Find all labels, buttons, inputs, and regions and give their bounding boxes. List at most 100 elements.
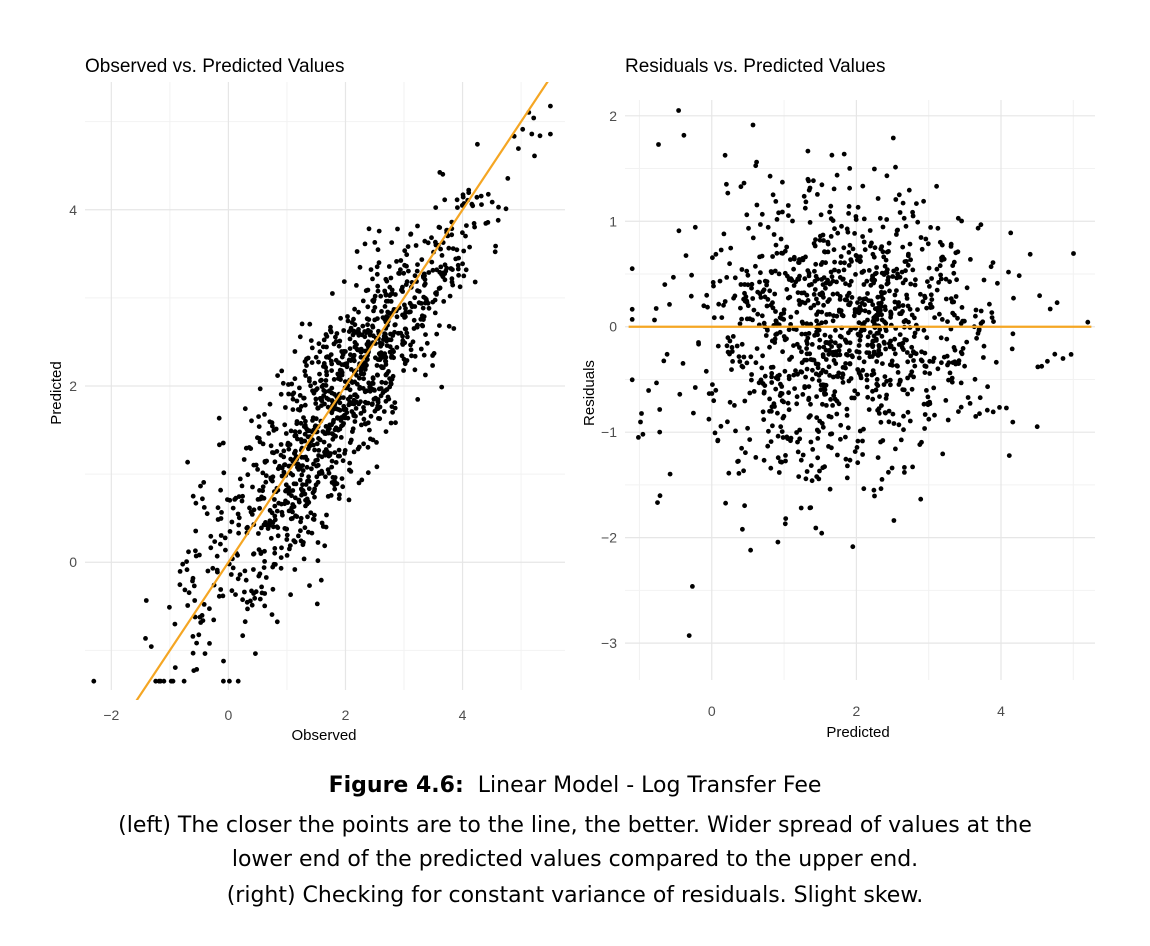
right-point	[911, 334, 917, 339]
right-point	[824, 312, 830, 317]
left-point	[292, 376, 298, 382]
right-point	[727, 261, 732, 267]
left-point	[338, 315, 343, 321]
right-point	[905, 359, 911, 365]
left-point	[366, 317, 372, 322]
left-point	[292, 349, 298, 354]
right-point	[765, 327, 770, 333]
left-point	[324, 512, 329, 518]
left-point	[365, 470, 371, 476]
left-point	[323, 389, 328, 395]
left-point	[398, 258, 404, 263]
left-point	[245, 472, 251, 478]
left-point	[329, 458, 335, 464]
right-point	[884, 249, 890, 255]
right-point	[864, 384, 870, 390]
right-point	[988, 264, 994, 270]
right-point	[893, 446, 898, 452]
right-point	[943, 296, 949, 302]
right-point	[769, 404, 775, 410]
right-point	[919, 439, 924, 445]
left-point	[200, 496, 205, 502]
right-point	[997, 405, 1002, 410]
left-point	[316, 359, 321, 365]
right-point	[925, 401, 930, 406]
left-point	[364, 341, 370, 347]
left-point	[230, 505, 236, 511]
left-point	[235, 678, 241, 684]
left-point	[286, 491, 292, 496]
right-point	[900, 244, 906, 250]
right-point	[945, 362, 950, 368]
left-point	[348, 352, 353, 358]
left-point	[294, 514, 300, 519]
right-point	[713, 387, 719, 393]
left-point	[329, 398, 335, 403]
left-point	[412, 295, 418, 301]
right-point	[821, 302, 826, 308]
right-point	[885, 277, 891, 283]
right-point	[782, 368, 788, 374]
left-point	[251, 567, 256, 572]
left-point	[318, 577, 324, 583]
left-point	[422, 282, 427, 288]
right-point	[962, 318, 967, 324]
right-point	[832, 259, 837, 265]
left-point	[249, 602, 255, 608]
left-point	[464, 223, 469, 229]
right-point	[881, 254, 887, 260]
right-point	[804, 469, 810, 474]
right-point	[788, 314, 794, 320]
right-point	[813, 525, 819, 531]
left-point	[489, 199, 495, 205]
right-point	[939, 255, 944, 261]
left-point	[286, 463, 292, 469]
right-point	[774, 217, 780, 222]
right-point	[749, 377, 754, 383]
right-point	[855, 331, 861, 337]
right-point	[843, 281, 848, 287]
right-point	[841, 267, 847, 273]
left-point	[313, 482, 319, 488]
right-point	[736, 471, 742, 476]
left-point	[292, 495, 298, 501]
right-point	[890, 362, 895, 368]
left-point	[210, 565, 216, 571]
left-point	[383, 398, 389, 404]
left-point	[393, 420, 398, 426]
left-point	[323, 474, 328, 480]
right-point	[798, 505, 804, 511]
right-point	[876, 411, 882, 416]
left-point	[221, 678, 226, 684]
left-point	[447, 293, 453, 299]
left-point	[430, 267, 436, 273]
right-point	[856, 343, 862, 348]
right-point	[1037, 293, 1042, 299]
left-point	[255, 467, 260, 472]
right-point	[860, 367, 866, 373]
left-point	[220, 593, 226, 599]
right-point	[740, 526, 745, 532]
left-point	[374, 464, 380, 470]
right-point	[741, 354, 747, 360]
right-point	[834, 172, 840, 178]
right-point	[803, 476, 809, 482]
left-point	[405, 244, 411, 250]
right-point	[915, 219, 921, 225]
right-point	[749, 285, 754, 291]
right-point	[814, 329, 819, 335]
right-point	[953, 294, 959, 299]
left-point	[310, 516, 316, 522]
right-point	[776, 470, 782, 475]
right-point	[897, 332, 903, 337]
left-point	[302, 422, 308, 428]
right-point	[918, 357, 924, 363]
left-point	[319, 384, 325, 389]
right-point	[724, 181, 729, 187]
right-point	[785, 295, 791, 301]
left-point	[379, 379, 385, 385]
left-point	[247, 505, 252, 511]
right-point	[877, 327, 883, 333]
left-point	[383, 354, 389, 360]
left-point	[429, 259, 435, 265]
